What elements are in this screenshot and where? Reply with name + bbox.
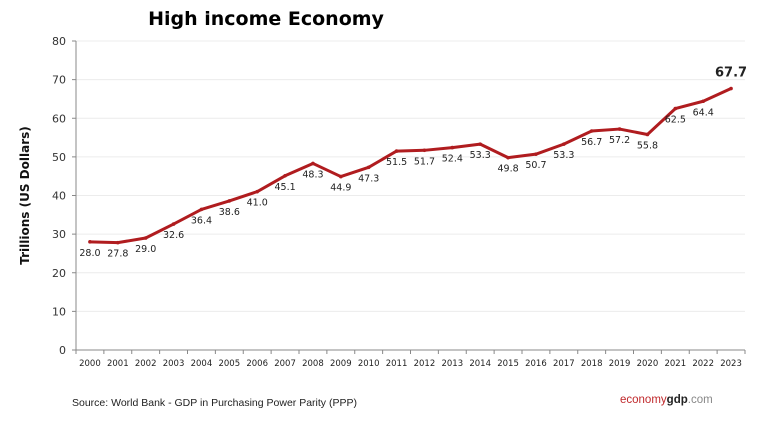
- data-label: 49.8: [497, 164, 518, 175]
- series-line: [89, 87, 732, 245]
- x-tick-label: 2015: [497, 359, 519, 369]
- data-point: [116, 240, 120, 245]
- x-tick-label: 2002: [135, 359, 157, 369]
- data-label: 51.7: [414, 156, 435, 167]
- data-label: 48.3: [302, 169, 323, 180]
- y-tick-label: 0: [59, 344, 66, 357]
- data-point: [450, 145, 455, 150]
- x-tick-label: 2016: [525, 359, 547, 369]
- y-tick-label: 30: [52, 228, 66, 241]
- x-tick-label: 2000: [79, 359, 101, 369]
- data-point: [88, 240, 92, 244]
- data-point: [171, 222, 176, 226]
- x-tick-label: 2011: [386, 359, 408, 369]
- data-label: 47.3: [358, 173, 379, 184]
- x-tick-label: 2022: [692, 359, 714, 369]
- data-label: 45.1: [274, 182, 295, 193]
- site-logo: economygdp.com: [620, 394, 713, 406]
- x-tick-label: 2023: [720, 359, 742, 369]
- data-label: 67.7: [715, 66, 747, 81]
- x-tick-label: 2004: [191, 359, 213, 369]
- data-label: 36.4: [191, 215, 212, 226]
- y-tick-label: 80: [52, 35, 66, 48]
- y-tick-label: 60: [52, 112, 66, 125]
- x-tick-label: 2005: [218, 359, 240, 369]
- data-point: [645, 132, 650, 137]
- chart-title: High income Economy: [148, 8, 384, 30]
- data-point: [534, 152, 538, 156]
- data-label: 32.6: [163, 230, 184, 241]
- x-tick-label: 2018: [581, 359, 603, 369]
- data-label: 28.0: [79, 248, 100, 259]
- data-point: [339, 174, 343, 179]
- x-tick-label: 2020: [637, 359, 659, 369]
- y-tick-label: 40: [52, 190, 66, 203]
- data-point: [394, 149, 399, 153]
- data-point: [311, 161, 315, 166]
- data-point: [617, 127, 622, 131]
- x-tick-label: 2012: [414, 359, 436, 369]
- data-point: [283, 174, 287, 178]
- data-point: [227, 199, 232, 203]
- x-tick-label: 2019: [609, 359, 631, 369]
- data-label: 55.8: [637, 140, 658, 151]
- data-label: 44.9: [330, 183, 351, 194]
- data-label: 64.4: [693, 107, 714, 118]
- data-label: 51.5: [386, 157, 407, 168]
- data-label: 38.6: [219, 207, 240, 218]
- data-label: 52.4: [442, 154, 463, 165]
- data-point: [143, 236, 148, 240]
- x-tick-label: 2010: [358, 359, 380, 369]
- data-label: 50.7: [525, 160, 546, 171]
- data-point: [562, 142, 566, 146]
- x-tick-label: 2003: [163, 359, 185, 369]
- data-label: 27.8: [107, 249, 128, 260]
- x-tick-label: 2001: [107, 359, 129, 369]
- data-label: 53.3: [553, 150, 574, 161]
- data-label: 29.0: [135, 244, 156, 255]
- x-tick-label: 2013: [441, 359, 463, 369]
- data-point: [729, 86, 733, 91]
- x-tick-label: 2007: [274, 359, 296, 369]
- y-tick-label: 20: [52, 267, 66, 280]
- x-tick-label: 2006: [246, 359, 268, 369]
- x-tick-label: 2017: [553, 359, 575, 369]
- data-point: [199, 207, 204, 212]
- data-label: 56.7: [581, 137, 602, 148]
- data-point: [701, 99, 705, 104]
- y-tick-label: 10: [52, 305, 66, 318]
- y-tick-label: 50: [52, 151, 66, 164]
- data-point: [478, 142, 482, 146]
- data-label: 57.2: [609, 135, 630, 146]
- data-point: [422, 148, 427, 153]
- data-label: 62.5: [665, 115, 686, 126]
- data-point: [589, 129, 594, 133]
- x-tick-label: 2014: [469, 359, 491, 369]
- data-label: 53.3: [470, 150, 491, 161]
- data-point: [255, 189, 259, 194]
- data-point: [673, 106, 678, 111]
- y-tick-label: 70: [52, 74, 66, 87]
- source-note: Source: World Bank - GDP in Purchasing P…: [72, 397, 357, 409]
- y-axis-label: Trillions (US Dollars): [18, 126, 32, 264]
- data-label: 41.0: [247, 198, 268, 209]
- x-tick-label: 2009: [330, 359, 352, 369]
- data-point: [506, 155, 510, 160]
- data-point: [366, 165, 371, 170]
- x-tick-label: 2021: [664, 359, 686, 369]
- x-tick-label: 2008: [302, 359, 324, 369]
